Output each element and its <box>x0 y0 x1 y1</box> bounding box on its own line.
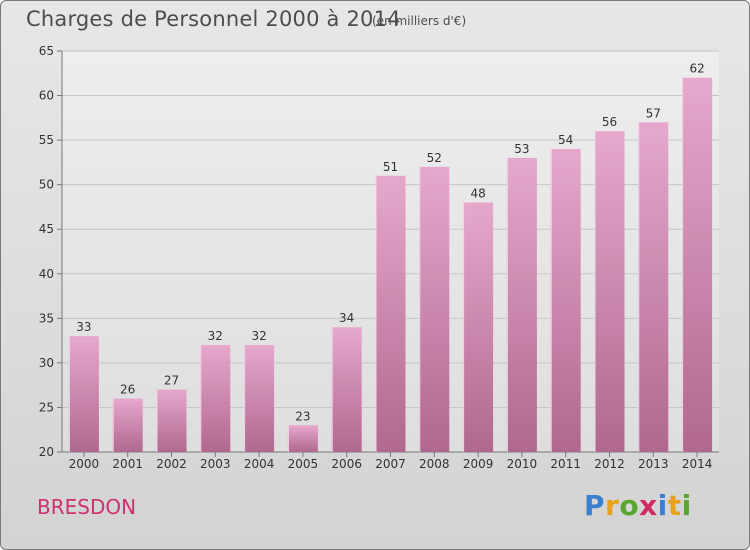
y-tick-label: 60 <box>39 89 54 103</box>
y-tick-label: 50 <box>39 178 54 192</box>
bar <box>506 157 537 452</box>
x-tick-label: 2002 <box>156 457 187 471</box>
proxiti-logo[interactable]: Proxiti <box>584 489 692 522</box>
bar <box>463 202 494 452</box>
x-tick-label: 2001 <box>112 457 143 471</box>
town-name: BRESDON <box>37 495 137 519</box>
bar <box>331 327 362 452</box>
data-label: 57 <box>646 106 661 120</box>
x-tick-label: 2012 <box>594 457 625 471</box>
y-tick-label: 35 <box>39 311 54 325</box>
data-label: 23 <box>295 409 310 423</box>
data-label: 56 <box>602 115 617 129</box>
data-label: 52 <box>427 151 442 165</box>
data-label: 34 <box>339 311 354 325</box>
y-tick-label: 65 <box>39 44 54 58</box>
data-label: 27 <box>164 374 179 388</box>
x-tick-label: 2000 <box>69 457 100 471</box>
chart-title: Charges de Personnel 2000 à 2014 <box>26 7 401 31</box>
data-label: 54 <box>558 133 573 147</box>
y-tick-label: 25 <box>39 400 54 414</box>
x-tick-label: 2006 <box>331 457 362 471</box>
x-tick-label: 2005 <box>288 457 319 471</box>
chart-subtitle: (en milliers d'€) <box>372 14 467 28</box>
bar <box>68 336 99 452</box>
bar <box>419 166 450 452</box>
x-tick-label: 2003 <box>200 457 231 471</box>
data-label: 32 <box>251 329 266 343</box>
data-label: 26 <box>120 383 135 397</box>
data-label: 62 <box>689 62 704 76</box>
x-tick-label: 2007 <box>375 457 406 471</box>
data-label: 51 <box>383 160 398 174</box>
x-tick-label: 2010 <box>507 457 538 471</box>
bar <box>638 122 669 453</box>
x-tick-label: 2013 <box>638 457 669 471</box>
bar <box>375 175 406 452</box>
bar <box>112 398 143 452</box>
x-tick-label: 2014 <box>682 457 713 471</box>
x-tick-label: 2004 <box>244 457 275 471</box>
bar <box>287 425 318 452</box>
bar <box>156 389 187 452</box>
x-tick-label: 2011 <box>550 457 581 471</box>
bar <box>594 131 625 452</box>
bar <box>550 149 581 452</box>
data-label: 53 <box>514 142 529 156</box>
y-tick-label: 45 <box>39 222 54 236</box>
data-label: 32 <box>208 329 223 343</box>
data-label: 33 <box>76 320 91 334</box>
y-tick-label: 30 <box>39 356 54 370</box>
bar <box>244 345 275 452</box>
y-tick-label: 55 <box>39 133 54 147</box>
y-tick-label: 40 <box>39 267 54 281</box>
data-label: 48 <box>470 186 485 200</box>
y-tick-label: 20 <box>39 445 54 459</box>
bar <box>682 77 713 452</box>
x-tick-label: 2008 <box>419 457 450 471</box>
bar <box>200 345 231 452</box>
x-tick-label: 2009 <box>463 457 494 471</box>
